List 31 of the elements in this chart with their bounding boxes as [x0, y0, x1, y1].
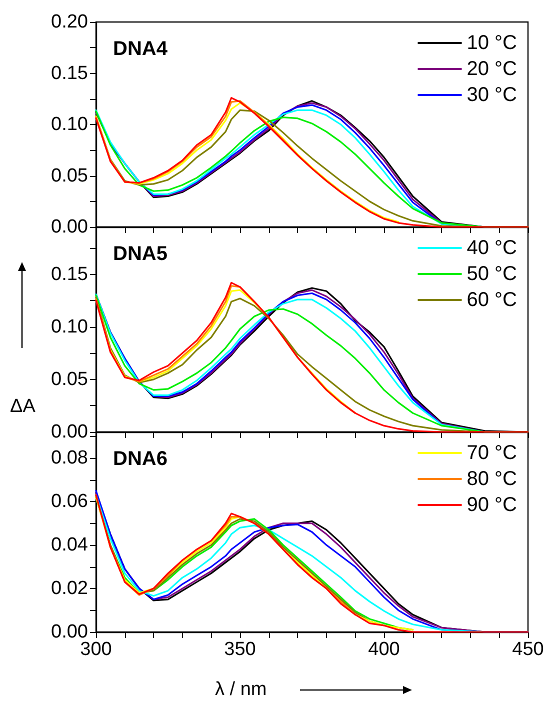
x-axis-title: λ / nm	[215, 679, 267, 700]
legend-label: 10 °C	[466, 32, 518, 54]
y-tick-label: 0.02	[51, 578, 88, 600]
legend-label: 70 °C	[466, 442, 518, 464]
y-tick-label: 0.08	[51, 448, 88, 469]
y-tick-label: 0.04	[51, 534, 88, 556]
y-tick-label: 0.10	[51, 316, 88, 338]
legend-label: 50 °C	[466, 263, 518, 285]
y-tick-label: 0.05	[51, 165, 88, 186]
line-series	[95, 102, 400, 223]
text: DNA6	[113, 448, 168, 470]
x-tick-label: 350	[224, 639, 256, 660]
text: DNA5	[113, 243, 168, 265]
legend-label: 40 °C	[466, 237, 518, 259]
legend-label: 90 °C	[466, 494, 518, 516]
legend-label: 30 °C	[466, 84, 518, 106]
y-tick-label: 0.15	[51, 264, 88, 285]
legend-label: 80 °C	[466, 468, 518, 490]
legend-label: 60 °C	[466, 289, 518, 311]
x-tick-label: 400	[368, 639, 400, 660]
legend-label: 20 °C	[466, 58, 518, 80]
text: DNA4	[113, 38, 168, 60]
y-tick-label: 0.05	[51, 368, 88, 390]
y-axis-title: ΔA	[10, 396, 36, 417]
x-tick-label: 450	[512, 639, 544, 660]
y-tick-label: 0.20	[51, 12, 88, 32]
y-tick-label: 0.06	[51, 491, 88, 512]
y-tick-label: 0.00	[51, 216, 88, 238]
y-tick-label: 0.15	[51, 62, 88, 84]
y-tick-label: 0.00	[51, 422, 88, 442]
y-tick-label: 0.10	[51, 114, 88, 135]
